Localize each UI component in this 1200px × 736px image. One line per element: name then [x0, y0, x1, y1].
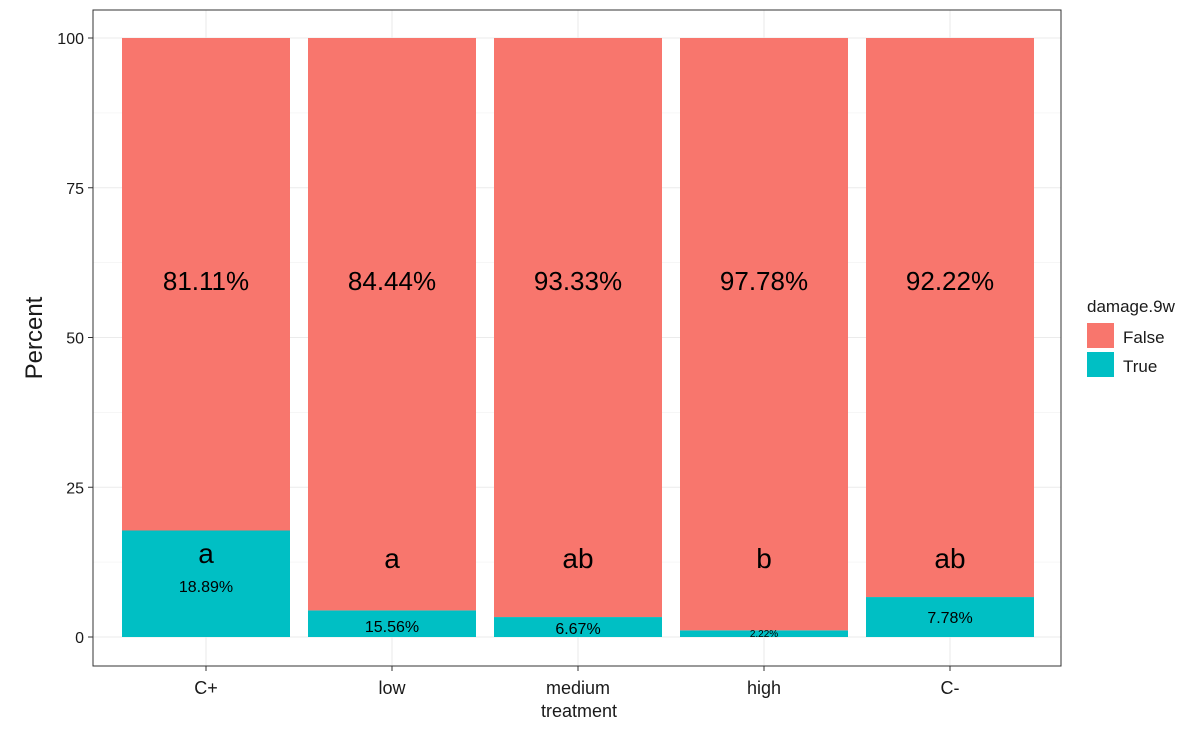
- false-percent-label: 97.78%: [720, 266, 808, 296]
- bar-false-low: [308, 38, 476, 611]
- bar-false-high: [680, 38, 848, 631]
- false-percent-label: 92.22%: [906, 266, 994, 296]
- bar-true-low: [308, 610, 476, 637]
- x-tick-label: medium: [546, 678, 610, 698]
- false-percent-label: 81.11%: [163, 266, 249, 296]
- bar-true-medium: [494, 617, 662, 637]
- x-axis-title: treatment: [541, 701, 617, 721]
- true-percent-label: 15.56%: [365, 619, 419, 636]
- false-percent-label: 84.44%: [348, 266, 436, 296]
- true-percent-label: 2.22%: [750, 629, 778, 640]
- legend-label-true: True: [1123, 357, 1157, 376]
- bars-layer: [122, 38, 1034, 637]
- bar-labels-layer: 81.11% a 18.89% 84.44% a 15.56% 93.33% ab 6.67% 9…: [163, 266, 994, 640]
- y-tick-label: 0: [75, 630, 84, 647]
- bar-true-C-: [866, 597, 1034, 637]
- significance-letter: b: [756, 543, 772, 574]
- y-axis: 0 25 50 75 100: [57, 31, 93, 647]
- bar-true-high: [680, 630, 848, 637]
- true-percent-label: 7.78%: [927, 610, 972, 627]
- legend: damage.9w False True: [1087, 297, 1176, 377]
- bar-false-C+: [122, 38, 290, 531]
- legend-key-false: [1087, 323, 1114, 348]
- y-tick-label: 100: [57, 31, 84, 48]
- x-tick-label: C-: [941, 678, 960, 698]
- true-percent-label: 18.89%: [179, 579, 233, 596]
- y-tick-label: 25: [66, 480, 84, 497]
- x-tick-label: C+: [194, 678, 218, 698]
- significance-letter: ab: [934, 543, 965, 574]
- bar-false-medium: [494, 38, 662, 618]
- legend-title: damage.9w: [1087, 297, 1176, 316]
- legend-key-true: [1087, 352, 1114, 377]
- true-percent-label: 6.67%: [555, 621, 600, 638]
- significance-letter: a: [384, 543, 400, 574]
- x-tick-label: low: [378, 678, 406, 698]
- legend-label-false: False: [1123, 328, 1165, 347]
- bar-false-C-: [866, 38, 1034, 598]
- x-axis: C+ low medium high C-: [194, 666, 960, 698]
- bar-true-C+: [122, 530, 290, 637]
- y-tick-label: 50: [66, 331, 84, 348]
- x-tick-label: high: [747, 678, 781, 698]
- significance-letter: a: [198, 538, 214, 569]
- significance-letter: ab: [562, 543, 593, 574]
- y-tick-label: 75: [66, 181, 84, 198]
- y-axis-title: Percent: [21, 296, 48, 379]
- false-percent-label: 93.33%: [534, 266, 622, 296]
